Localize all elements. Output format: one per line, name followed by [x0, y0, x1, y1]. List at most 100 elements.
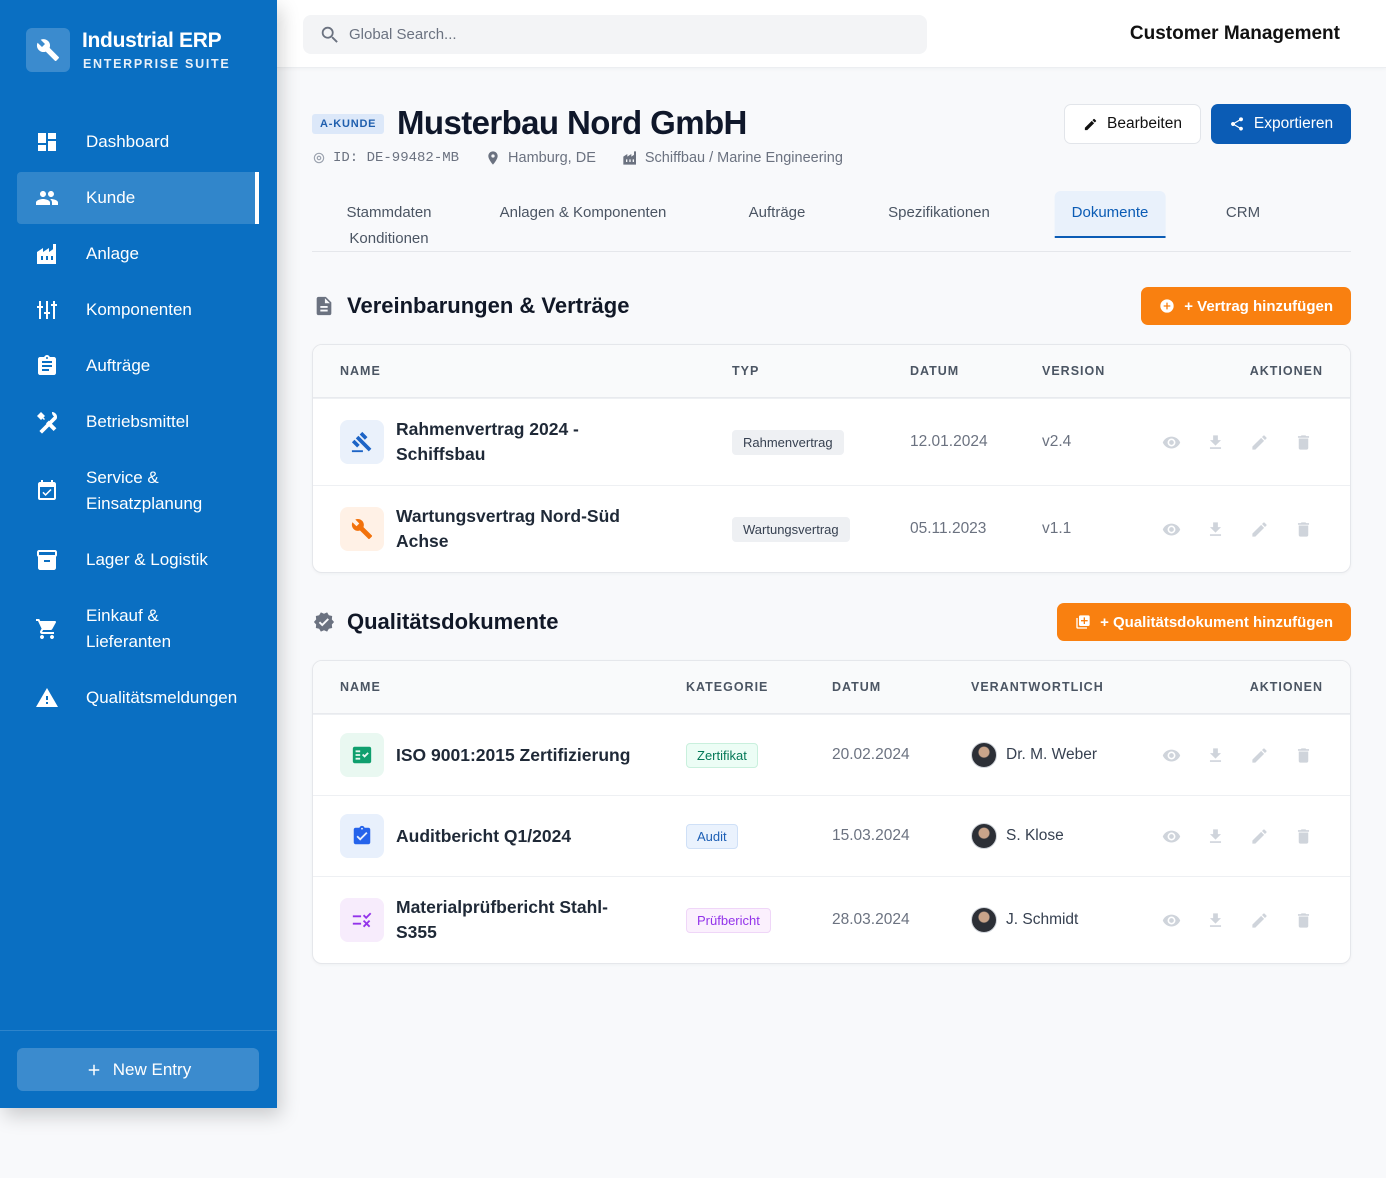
avatar: [971, 823, 997, 849]
nav-label: Lager & Logistik: [86, 550, 208, 569]
action-eye[interactable]: [1162, 827, 1181, 846]
doc-name: Auditbericht Q1/2024: [396, 825, 572, 846]
new-entry-label: New Entry: [112, 1059, 192, 1079]
plus-icon: [88, 1064, 100, 1075]
nav-item[interactable]: Aufträge: [17, 340, 259, 392]
meta: ID: DE-99482-MB Hamburg, DE Schiffbau / Ma…: [312, 150, 843, 166]
nav-icon: [38, 355, 56, 375]
export-button[interactable]: Exportieren: [1211, 104, 1351, 144]
add-button[interactable]: + Qualitätsdokument hinzufügen: [1057, 603, 1351, 641]
nav-item[interactable]: Dashboard: [17, 116, 259, 168]
action-trash[interactable]: [1294, 433, 1313, 452]
column-header: TYP: [732, 364, 760, 378]
nav-label: Aufträge: [86, 356, 151, 375]
column-header: VERANTWORTLICH: [971, 680, 1104, 694]
customer-location: Hamburg, DE: [508, 150, 596, 166]
action-eye[interactable]: [1162, 911, 1181, 930]
nav-label: Kunde: [86, 188, 136, 207]
action-trash[interactable]: [1294, 520, 1313, 539]
column-header: NAME: [340, 680, 381, 694]
search[interactable]: Global Search...: [303, 15, 927, 54]
action-down[interactable]: [1206, 911, 1225, 930]
tab[interactable]: Anlagen & Komponenten: [483, 191, 684, 236]
table-row: ISO 9001:2015 Zertifizierung Zertifikat 20…: [313, 714, 1350, 795]
actions: [1162, 433, 1323, 452]
nav-item[interactable]: Einkauf & Lieferanten: [17, 590, 259, 668]
person: J. Schmidt: [971, 907, 1148, 933]
person-name: S. Klose: [1006, 827, 1064, 844]
section-icon: [313, 611, 335, 633]
version: v2.4: [1042, 433, 1072, 450]
action-pencil[interactable]: [1250, 433, 1269, 452]
person: Dr. M. Weber: [971, 742, 1148, 768]
customer-badge: A-KUNDE: [312, 114, 385, 134]
actions: [1162, 827, 1323, 846]
version: v1.1: [1042, 520, 1072, 537]
nav-item[interactable]: Kunde: [17, 172, 259, 224]
icon: [351, 431, 372, 453]
doc-name: Rahmenvertrag 2024 - Schiffsbau: [396, 419, 579, 464]
icon: [353, 825, 371, 845]
brand-title: Industrial ERP: [82, 29, 222, 52]
avatar: [971, 907, 997, 933]
action-pencil[interactable]: [1250, 746, 1269, 765]
tab-label: CRM: [1225, 204, 1261, 221]
action-trash[interactable]: [1294, 746, 1313, 765]
nav-item[interactable]: Betriebsmittel: [17, 396, 259, 448]
nav-label: Anlage: [86, 244, 139, 263]
tab[interactable]: Dokumente: [1054, 191, 1166, 238]
edit-button[interactable]: Bearbeiten: [1064, 104, 1201, 144]
action-trash[interactable]: [1294, 911, 1313, 930]
action-down[interactable]: [1206, 827, 1225, 846]
tab[interactable]: Spezifikationen: [871, 191, 1007, 236]
action-down[interactable]: [1206, 433, 1225, 452]
add-button[interactable]: + Vertrag hinzufügen: [1141, 287, 1351, 325]
doc-icon: [340, 814, 384, 858]
person-name: J. Schmidt: [1006, 911, 1079, 928]
tab-label: Dokumente: [1071, 204, 1149, 221]
action-pencil[interactable]: [1250, 520, 1269, 539]
action-eye[interactable]: [1162, 520, 1181, 539]
action-pencil[interactable]: [1250, 827, 1269, 846]
nav-item[interactable]: Service & Einsatzplanung: [17, 452, 259, 530]
tab-label: Stammdaten Konditionen: [346, 204, 432, 247]
icon: [1160, 299, 1174, 313]
add-button-label: + Vertrag hinzufügen: [1184, 297, 1333, 315]
table-row: Rahmenvertrag 2024 - Schiffsbau Rahmenver…: [313, 398, 1350, 485]
action-pencil[interactable]: [1250, 911, 1269, 930]
tab[interactable]: CRM: [1209, 191, 1277, 236]
tab-label: Aufträge: [748, 204, 806, 221]
tab[interactable]: Aufträge: [732, 191, 823, 236]
tab[interactable]: Stammdaten Konditionen: [325, 191, 453, 262]
action-eye[interactable]: [1162, 433, 1181, 452]
date: 12.01.2024: [910, 433, 988, 450]
table: NAME KATEGORIE DATUM VERANTWORTLICH AKTIONEN…: [312, 660, 1351, 964]
nav-item[interactable]: Komponenten: [17, 284, 259, 336]
column-header: DATUM: [832, 680, 882, 694]
doc-name: ISO 9001:2015 Zertifizierung: [396, 744, 631, 765]
nav-label: Betriebsmittel: [86, 412, 189, 431]
nav-item[interactable]: Qualitätsmeldungen: [17, 672, 259, 724]
table: NAME TYP DATUM VERSION AKTIONEN Rahmenvertrag…: [312, 344, 1351, 573]
new-entry-button[interactable]: New Entry: [17, 1048, 259, 1091]
customer-name: Musterbau Nord GmbH: [397, 104, 747, 141]
doc-icon: [340, 733, 384, 777]
section-title: Vereinbarungen & Verträge: [347, 293, 630, 318]
section-icon: [313, 295, 335, 317]
nav-item[interactable]: Lager & Logistik: [17, 534, 259, 586]
column-header: NAME: [340, 364, 381, 378]
action-trash[interactable]: [1294, 827, 1313, 846]
name-cell: Auditbericht Q1/2024: [340, 814, 686, 858]
table-header: NAME KATEGORIE DATUM VERANTWORTLICH AKTIONEN: [313, 661, 1350, 714]
icon: [352, 746, 372, 764]
action-eye[interactable]: [1162, 746, 1181, 765]
tab-label: Anlagen & Komponenten: [499, 204, 667, 221]
doc-icon: [340, 898, 384, 942]
action-down[interactable]: [1206, 520, 1225, 539]
customer-id: ID: DE-99482-MB: [333, 150, 460, 166]
action-down[interactable]: [1206, 746, 1225, 765]
nav-icon: [37, 411, 58, 434]
name-cell: Wartungsvertrag Nord-Süd Achse: [340, 504, 732, 554]
nav-item[interactable]: Anlage: [17, 228, 259, 280]
actions: [1162, 520, 1323, 539]
